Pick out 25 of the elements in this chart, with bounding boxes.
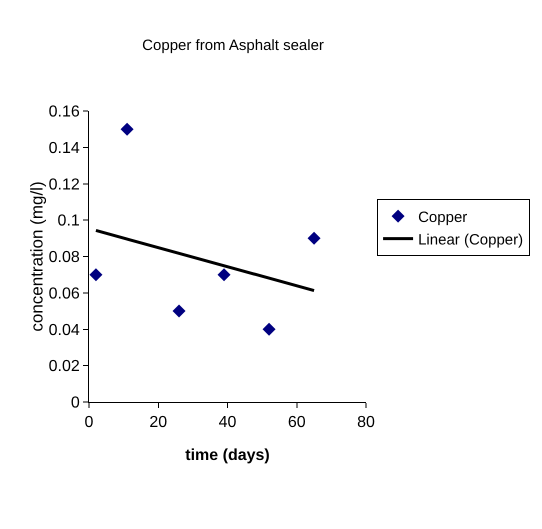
y-tick-label: 0.08 <box>48 249 80 266</box>
x-tick-label: 20 <box>149 414 168 432</box>
legend-label: Linear (Copper) <box>418 232 524 248</box>
x-axis-title: time (days) <box>185 447 270 464</box>
y-tick-label: 0.06 <box>48 285 80 302</box>
x-tick-label: 80 <box>357 414 375 432</box>
point <box>120 122 134 136</box>
x-tick-label: 0 <box>84 414 94 432</box>
y-tick-label: 0 <box>70 394 80 412</box>
point <box>262 322 276 336</box>
legend-label: Copper <box>418 209 468 226</box>
x-tick-label: 60 <box>288 414 306 432</box>
chart-title: Copper from Asphalt sealer <box>142 37 324 54</box>
point <box>89 268 102 282</box>
y-tick-label: 0.04 <box>48 322 80 339</box>
point <box>172 304 186 318</box>
y-tick-label: 0.02 <box>48 358 80 376</box>
y-tick-label: 0.14 <box>48 140 80 157</box>
point <box>308 232 321 245</box>
x-tick-label: 40 <box>218 414 236 432</box>
y-tick-label: 0.1 <box>58 212 80 230</box>
y-tick-label: 0.12 <box>48 176 80 194</box>
point <box>218 268 231 282</box>
y-tick-label: 0.16 <box>48 104 80 121</box>
y-axis-title: concentration (mg/l) <box>28 181 47 332</box>
